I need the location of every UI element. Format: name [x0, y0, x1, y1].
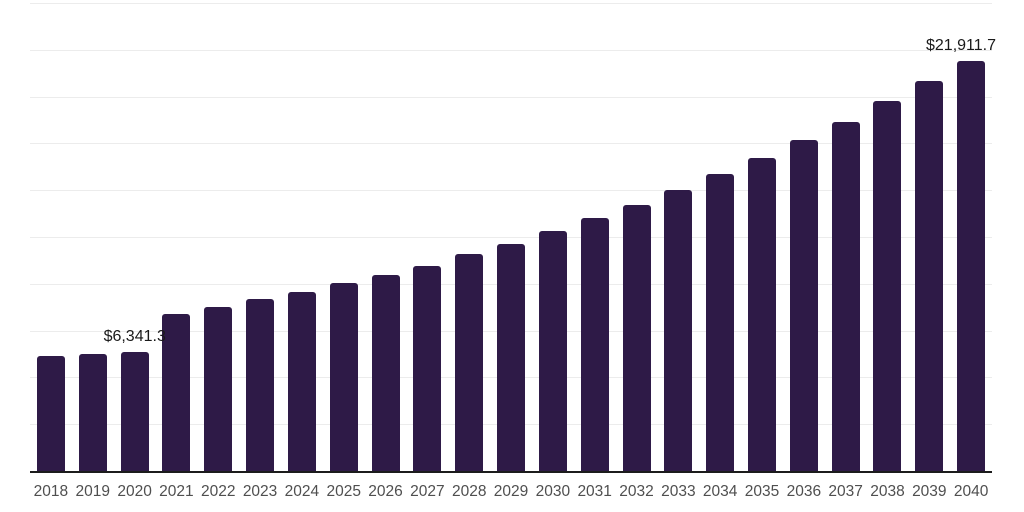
bar-slot [323, 3, 365, 471]
bar-slot [825, 3, 867, 471]
bar-2029[interactable] [497, 243, 526, 471]
x-tick-2033: 2033 [661, 483, 696, 500]
x-tick-2023: 2023 [242, 483, 278, 500]
x-tick-2024: 2024 [284, 483, 320, 500]
bar-2028[interactable] [455, 254, 484, 471]
bar-slot [490, 3, 532, 471]
gridline [30, 96, 992, 98]
bar-slot [281, 3, 323, 471]
bar-2032[interactable] [622, 204, 651, 471]
x-tick-2018: 2018 [33, 483, 69, 500]
x-tick-2030: 2030 [535, 483, 571, 500]
gridline [30, 190, 992, 192]
bar-2023[interactable] [246, 298, 275, 471]
gridline [30, 237, 992, 238]
x-tick-2029: 2029 [493, 483, 529, 500]
gridline [30, 3, 992, 4]
bar-slot [197, 3, 239, 471]
bar-2027[interactable] [413, 266, 442, 471]
bar-2019[interactable] [78, 354, 107, 471]
bar-2040[interactable] [957, 60, 986, 471]
x-tick-2038: 2038 [870, 483, 905, 500]
x-tick-2020: 2020 [117, 483, 152, 500]
bar-slot [741, 3, 783, 471]
bar-2035[interactable] [747, 157, 776, 471]
x-tick-2036: 2036 [786, 483, 822, 500]
bar-slot [114, 3, 156, 471]
bar-2036[interactable] [789, 139, 818, 471]
x-tick-2035: 2035 [744, 483, 780, 500]
bar-slot [783, 3, 825, 471]
bar-slot [574, 3, 616, 471]
bar-2022[interactable] [204, 307, 233, 471]
bar-slot [699, 3, 741, 471]
bar-2030[interactable] [538, 230, 567, 471]
bar-slot [616, 3, 658, 471]
bar-2025[interactable] [329, 283, 358, 471]
bar-2034[interactable] [706, 173, 735, 471]
bar-slot [950, 3, 992, 471]
x-tick-2019: 2019 [75, 483, 110, 500]
x-tick-2025: 2025 [326, 483, 361, 500]
bar-slot [448, 3, 490, 471]
bar-slot [72, 3, 114, 471]
bar-2024[interactable] [287, 292, 316, 471]
bar-slot [30, 3, 72, 471]
x-tick-2021: 2021 [159, 483, 194, 500]
bar-2018[interactable] [36, 355, 65, 471]
data-label-2020: $6,341.3 [103, 328, 166, 346]
x-tick-2022: 2022 [200, 483, 236, 500]
bar-2031[interactable] [580, 218, 609, 471]
bar-2039[interactable] [915, 80, 944, 471]
x-tick-2039: 2039 [912, 483, 947, 500]
data-label-2040: $21,911.7 [926, 36, 996, 54]
x-tick-2027: 2027 [410, 483, 445, 500]
bar-slot [867, 3, 909, 471]
x-tick-2031: 2031 [577, 483, 612, 500]
x-tick-2034: 2034 [702, 483, 738, 500]
x-tick-2028: 2028 [451, 483, 487, 500]
bar-2033[interactable] [664, 190, 693, 471]
bar-slot [657, 3, 699, 471]
x-axis-labels: 2018 2019 2020 2021 2022 2023 2024 2025 2026 2027… [30, 482, 992, 502]
bar-slot [406, 3, 448, 471]
gridline [30, 49, 992, 51]
x-tick-2032: 2032 [619, 483, 654, 500]
x-tick-2040: 2040 [953, 483, 989, 500]
bar-slot [532, 3, 574, 471]
bar-slot [155, 3, 197, 471]
bar-2020[interactable] [120, 352, 149, 471]
bars-group [30, 3, 992, 471]
x-tick-2037: 2037 [828, 483, 863, 500]
x-tick-2026: 2026 [368, 483, 403, 500]
bar-2038[interactable] [873, 100, 902, 471]
plot-area [30, 3, 992, 473]
bar-slot [908, 3, 950, 471]
bar-slot [239, 3, 281, 471]
gridline [30, 143, 992, 145]
x-axis-line [30, 471, 992, 473]
bar-2026[interactable] [371, 274, 400, 471]
bar-2021[interactable] [162, 313, 191, 471]
bar-slot [365, 3, 407, 471]
bar-2037[interactable] [831, 122, 860, 471]
